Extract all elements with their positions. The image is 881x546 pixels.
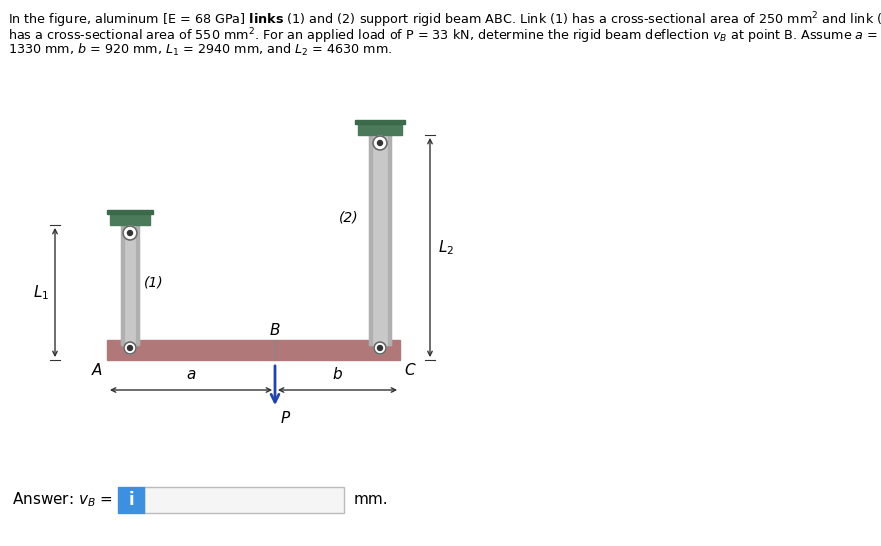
FancyBboxPatch shape: [144, 487, 344, 513]
Text: (1): (1): [144, 276, 164, 289]
Text: $L_1$: $L_1$: [33, 283, 49, 302]
Text: In the figure, aluminum [E = 68 GPa] $\mathbf{links}$ (1) and (2) support rigid : In the figure, aluminum [E = 68 GPa] $\m…: [8, 10, 881, 29]
Text: $A$: $A$: [91, 362, 103, 378]
Text: $P$: $P$: [280, 410, 292, 426]
Circle shape: [374, 342, 386, 354]
Circle shape: [128, 346, 132, 351]
Circle shape: [377, 140, 382, 145]
Bar: [355, 120, 405, 124]
Bar: [358, 123, 402, 135]
Text: 1330 mm, $b$ = 920 mm, $L_1$ = 2940 mm, and $L_2$ = 4630 mm.: 1330 mm, $b$ = 920 mm, $L_1$ = 2940 mm, …: [8, 42, 393, 58]
Text: (2): (2): [339, 211, 359, 224]
Bar: [136, 225, 139, 345]
Bar: [118, 487, 144, 513]
Circle shape: [123, 226, 137, 240]
Circle shape: [124, 342, 136, 354]
Bar: [107, 210, 153, 214]
Bar: [121, 225, 124, 345]
Circle shape: [128, 230, 132, 235]
Bar: [110, 213, 150, 225]
Bar: [369, 135, 391, 345]
Bar: [121, 225, 139, 345]
Text: i: i: [129, 491, 134, 509]
Text: $b$: $b$: [332, 366, 343, 382]
Bar: [369, 135, 372, 345]
Text: has a cross-sectional area of 550 mm$^2$. For an applied load of P = 33 kN, dete: has a cross-sectional area of 550 mm$^2$…: [8, 26, 878, 46]
Text: mm.: mm.: [354, 492, 389, 507]
Circle shape: [377, 346, 382, 351]
Text: $B$: $B$: [270, 322, 281, 338]
Text: Answer: $v_B$ =: Answer: $v_B$ =: [12, 491, 113, 509]
Bar: [107, 340, 400, 360]
Text: $L_2$: $L_2$: [438, 238, 454, 257]
Text: $C$: $C$: [404, 362, 417, 378]
Bar: [388, 135, 391, 345]
Circle shape: [373, 136, 387, 150]
Text: $a$: $a$: [186, 367, 196, 382]
